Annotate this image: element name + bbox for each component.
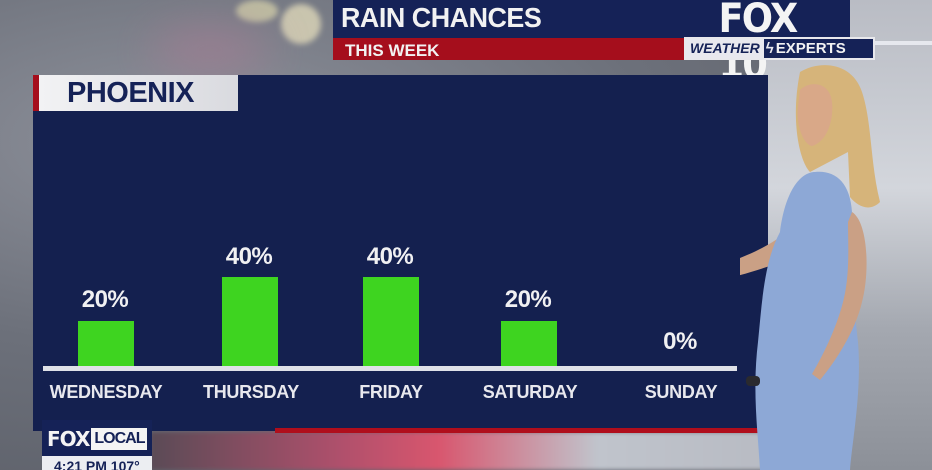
subtitle-bar: THIS WEEK [333, 38, 685, 60]
label-friday: FRIDAY [359, 382, 423, 402]
panel-red-accent [275, 428, 767, 433]
fox10-logo-box: FOX 10 [685, 0, 850, 88]
time-temp-bar: 4:21 PM 107° [42, 456, 152, 470]
header-banner: RAIN CHANCES THIS WEEK FOX 10 WEATHER ϟ … [333, 0, 875, 88]
city-tab: PHOENIX [33, 75, 238, 111]
value-friday: 40% [366, 243, 414, 270]
background-bokeh-light [236, 0, 278, 22]
label-wednesday: WEDNESDAY [49, 382, 163, 402]
background-bokeh-light [281, 4, 321, 44]
label-sunday: SUNDAY [644, 382, 718, 402]
label-thursday: THURSDAY [203, 382, 299, 402]
bar-friday [363, 277, 419, 367]
chart-baseline [43, 366, 737, 371]
fox-local-badge: FOX LOCAL [42, 420, 152, 456]
label-saturday: SATURDAY [482, 382, 578, 402]
title-bar: RAIN CHANCES [333, 0, 685, 38]
fox-local-logo: FOX LOCAL [47, 427, 148, 451]
bar-wednesday [78, 321, 134, 367]
bar-saturday [501, 321, 557, 367]
presenter-figure [740, 65, 880, 470]
banner-subtitle: THIS WEEK [345, 41, 440, 60]
background-glow [150, 30, 270, 70]
weather-experts-badge: WEATHER ϟ EXPERTS [684, 37, 875, 60]
weather-label: WEATHER [686, 39, 764, 58]
fox-local-local-text: LOCAL [91, 428, 148, 450]
header-accent-line [875, 41, 932, 45]
fox-local-fox-text: FOX [47, 427, 90, 451]
bar-thursday [222, 277, 278, 367]
value-wednesday: 20% [81, 286, 129, 313]
background-studio-bottom [150, 432, 790, 470]
chart-panel [33, 75, 768, 431]
banner-title: RAIN CHANCES [341, 2, 542, 33]
lightning-bolt-icon: ϟ [765, 40, 774, 57]
time-temp-text: 4:21 PM 107° [54, 458, 140, 470]
value-thursday: 40% [225, 243, 273, 270]
experts-label: EXPERTS [775, 40, 846, 57]
city-label: PHOENIX [67, 77, 195, 109]
value-saturday: 20% [504, 286, 552, 313]
value-sunday: 0% [663, 328, 697, 355]
